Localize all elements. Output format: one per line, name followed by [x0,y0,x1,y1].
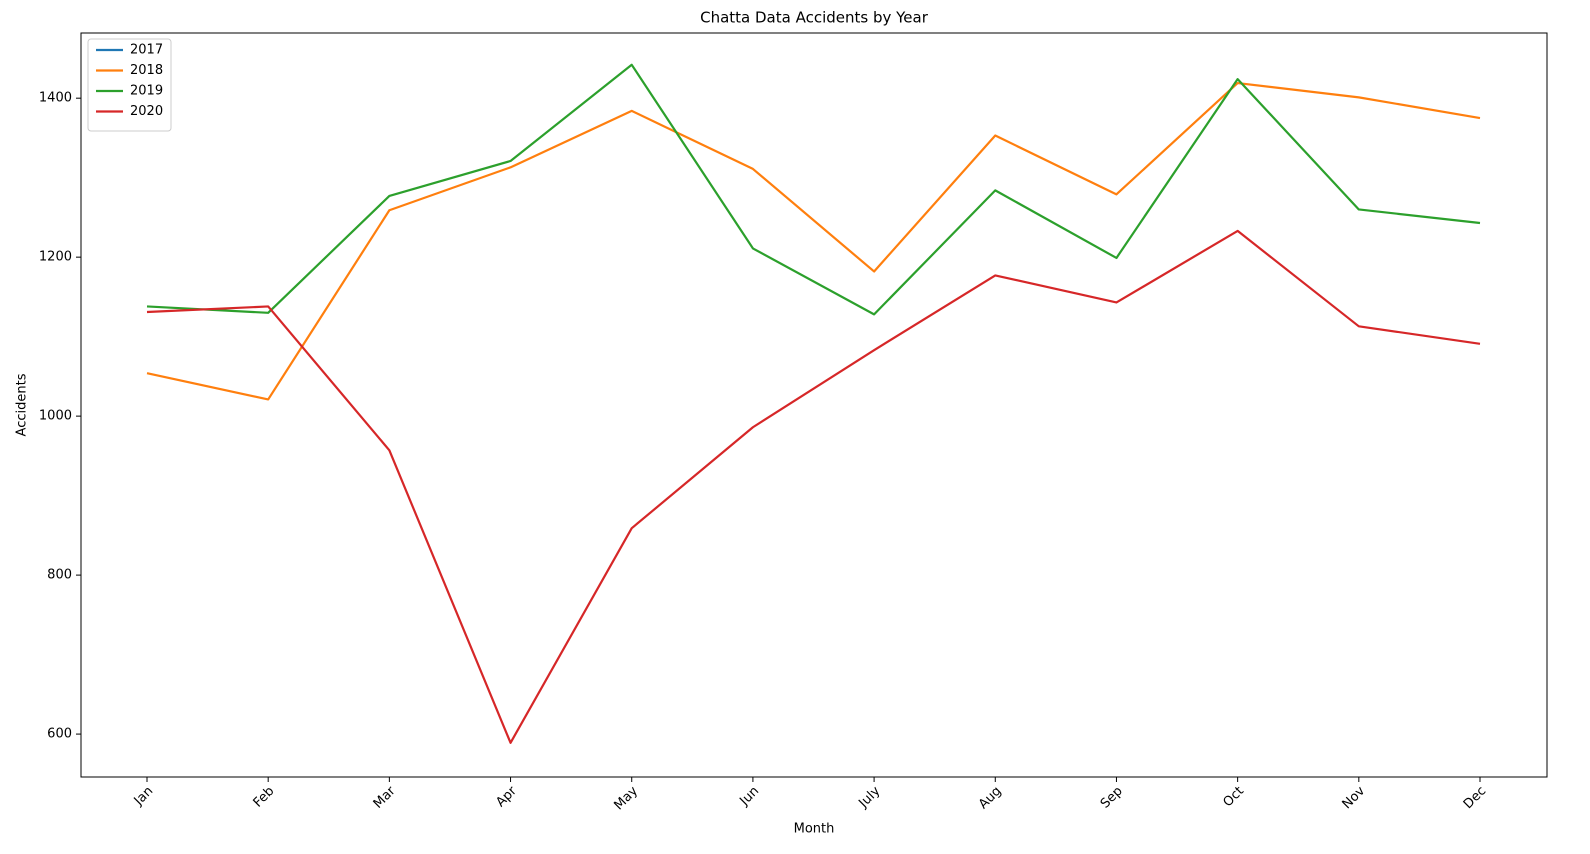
x-tick-label: May [611,783,641,813]
y-tick-label: 1200 [39,250,72,265]
series-line [146,63,1481,316]
x-tick-label: Dec [1461,784,1489,812]
legend-label: 2020 [130,104,163,119]
x-tick-label: Jan [131,784,156,809]
y-tick-label: 1400 [39,91,72,106]
legend-label: 2017 [130,43,163,58]
legend-label: 2019 [130,84,163,99]
legend-label: 2018 [130,63,163,78]
series-line [146,81,1481,401]
x-tick-label: Nov [1340,783,1369,812]
x-tick-label: Aug [976,784,1005,813]
y-tick-label: 800 [47,568,72,583]
y-tick-label: 600 [47,727,72,742]
legend-box [87,38,172,132]
y-tick-label: 1000 [39,409,72,424]
x-tick-label: Feb [251,784,278,811]
x-tick-label: Mar [371,783,399,811]
x-tick-label: Oct [1220,784,1247,811]
x-tick-label: Apr [493,783,520,810]
x-tick-label: Jun [737,784,763,810]
x-tick-label: Sep [1098,784,1126,812]
chart-title: Chatta Data Accidents by Year [700,9,929,27]
series-line [146,229,1481,744]
x-axis-label: Month [794,822,835,837]
x-tick-label: July [856,783,884,811]
y-axis-label: Accidents [15,373,30,436]
plot-frame [80,32,1548,778]
